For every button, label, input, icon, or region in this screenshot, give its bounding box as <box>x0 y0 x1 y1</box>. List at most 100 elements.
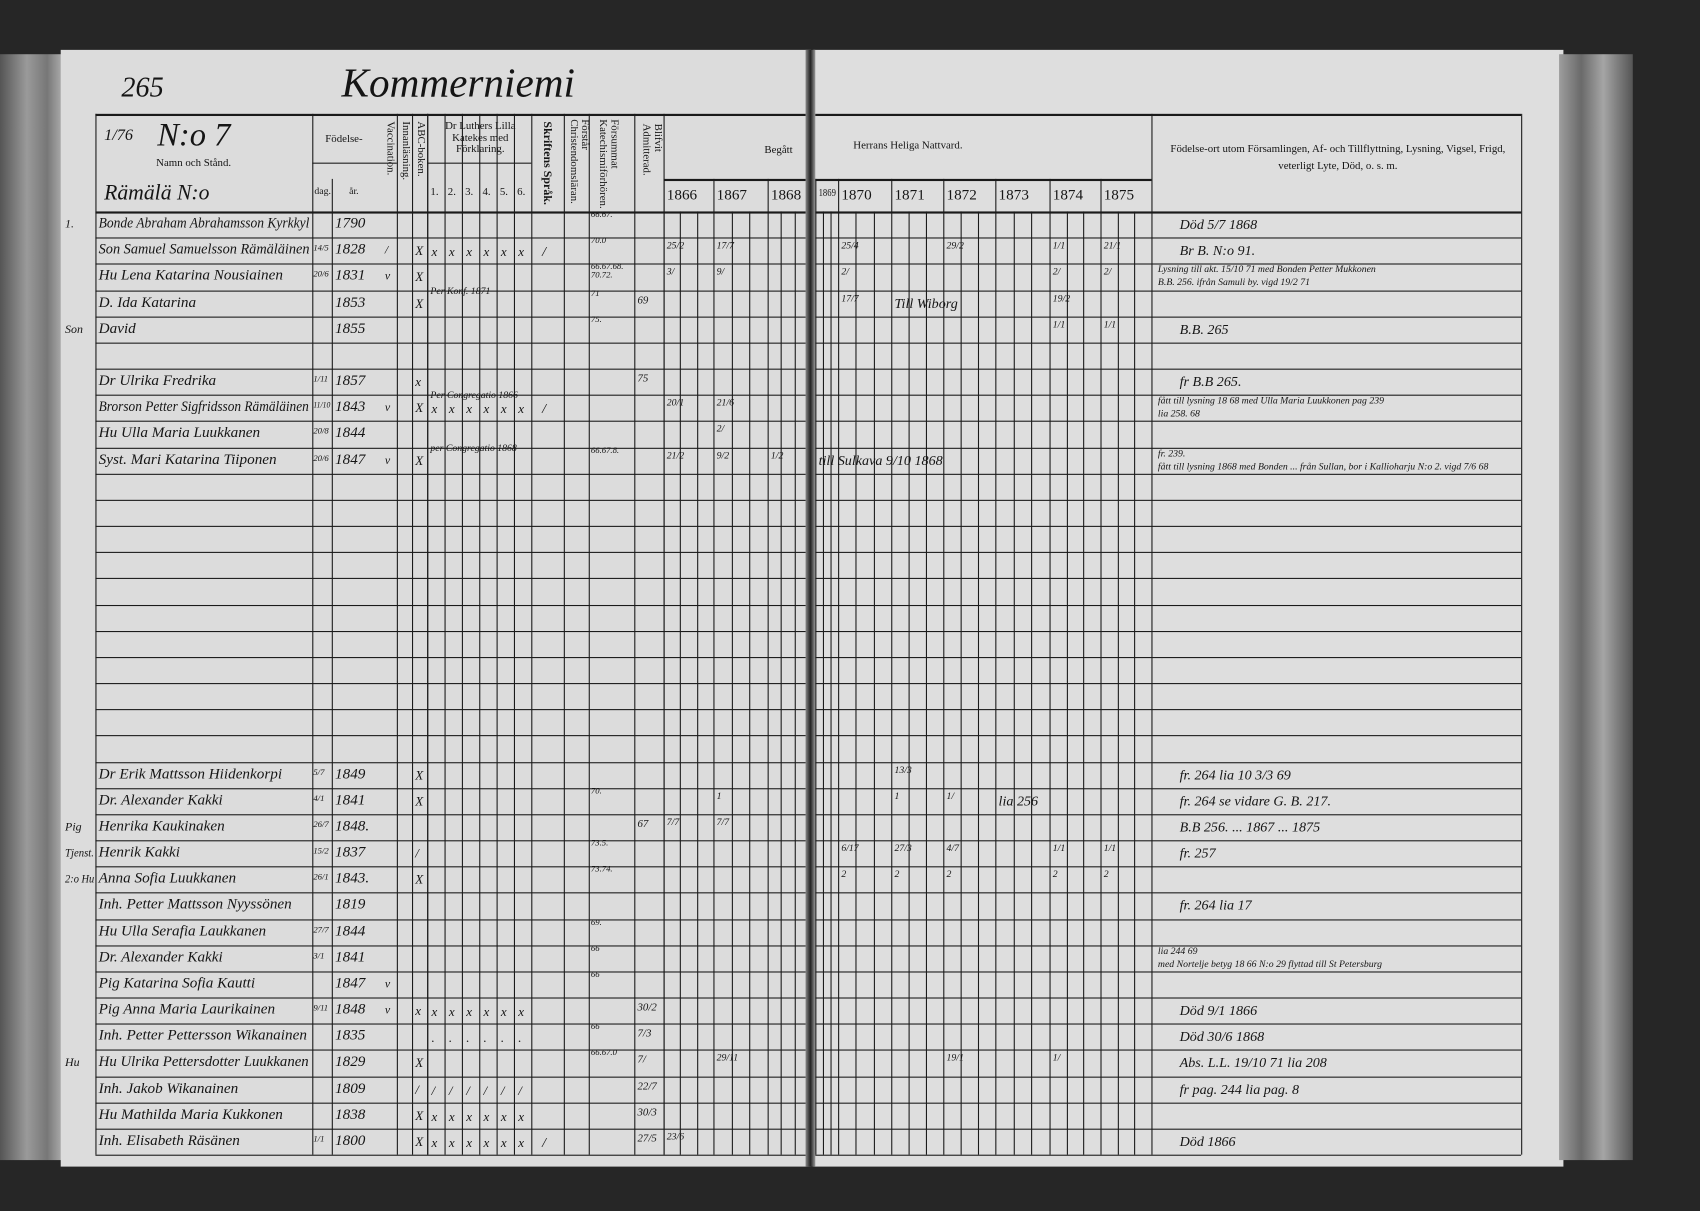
row-rule <box>95 656 806 658</box>
birth-year: 1800 <box>335 1132 366 1150</box>
catechism-mark: x <box>431 244 438 260</box>
catechism-mark: x <box>483 244 490 260</box>
page-number: 265 <box>121 71 164 103</box>
row-rule <box>815 709 1522 711</box>
birth-day: 3/1 <box>313 950 325 961</box>
communion-date: 4/7 <box>946 842 959 854</box>
reading-header: Innanläsning. <box>399 121 412 181</box>
row-rule <box>815 656 1522 658</box>
row-rule <box>815 368 1522 370</box>
notes-header: Födelse-ort utom Församlingen, Af- och T… <box>1170 143 1506 173</box>
birth-year: 1835 <box>335 1027 366 1045</box>
catechism-part-header: 6. <box>517 186 526 199</box>
remark-note: fr. 264 lia 17 <box>1179 896 1252 914</box>
year-header: år. <box>349 185 359 197</box>
row-rule <box>815 578 1522 580</box>
right-page <box>813 49 1564 1167</box>
catechism-part-header: 4. <box>482 186 491 199</box>
row-rule <box>95 814 806 816</box>
row-rule <box>95 1076 806 1078</box>
admitted-mark: 30/2 <box>637 1001 657 1014</box>
vaccination-mark: v <box>384 977 391 991</box>
person-name: Pig Anna Maria Laurikainen <box>98 1001 276 1019</box>
row-rule <box>95 761 806 763</box>
person-name: Hu Lena Katarina Nousiainen <box>98 268 283 285</box>
header-rule <box>312 162 397 164</box>
row-rule <box>95 630 806 632</box>
catechism-mark: x <box>431 401 438 417</box>
year-header-1869: 1869 <box>818 187 836 200</box>
understands-header: Förstår Christendomsläran. <box>567 119 591 204</box>
catechism-mark: . <box>500 1030 505 1046</box>
communion-date: 2/ <box>716 423 725 435</box>
birth-year: 1848. <box>335 818 370 835</box>
birth-year: 1857 <box>335 372 366 390</box>
row-rule <box>815 945 1522 947</box>
admitted-mark: 67 <box>637 818 649 831</box>
communion-date: 17/7 <box>716 239 735 251</box>
abc-mark: X <box>415 269 424 285</box>
birth-day: 15/2 <box>313 845 329 856</box>
person-name: Son Samuel Samuelsson Rämäläinen <box>98 241 310 259</box>
vaccination-mark: v <box>384 453 391 467</box>
catechism-mark: x <box>448 244 455 260</box>
birth-year: 1847 <box>335 451 366 468</box>
communion-date: 1/1 <box>1103 318 1117 330</box>
column-rule <box>513 113 516 1155</box>
year-rule <box>995 178 997 1155</box>
communion-date: 2/ <box>1103 265 1112 277</box>
communion-date: 23/6 <box>666 1130 685 1142</box>
remark-note: fr B.B 265. <box>1179 372 1242 390</box>
row-rule <box>95 997 806 999</box>
abc-mark: X <box>415 767 424 783</box>
birth-year: 1841 <box>335 792 366 809</box>
row-rule <box>815 683 1522 685</box>
person-name: Pig Katarina Sofia Kautti <box>98 975 256 992</box>
birth-year: 1847 <box>335 975 366 992</box>
sub-rule <box>830 211 832 1155</box>
admitted-mark: 7/3 <box>637 1027 652 1040</box>
header-rule <box>663 178 806 181</box>
communion-date: 2 <box>1052 868 1058 880</box>
person-name: Henrik Kakki <box>98 844 181 861</box>
catechism-mark: x <box>431 1003 438 1020</box>
confirmation-note: Per Congregatio 1866 <box>430 389 518 401</box>
row-rule <box>95 709 806 711</box>
birth-day: 11/10 <box>313 400 331 410</box>
missed-hearings: 66 <box>590 1021 600 1032</box>
communion-date: 2 <box>946 868 952 880</box>
row-rule <box>95 683 806 685</box>
header-bottom-rule <box>815 211 1522 214</box>
row-rule <box>815 1128 1522 1130</box>
catechism-mark: x <box>500 1108 507 1124</box>
abc-mark: x <box>415 1002 422 1019</box>
missed-hearings: 73.74. <box>590 864 613 875</box>
table-top-rule <box>815 113 1522 117</box>
catechism-mark: . <box>518 1030 522 1046</box>
row-rule <box>95 290 806 292</box>
communion-date: 2 <box>841 868 847 880</box>
birth-day: 5/7 <box>313 767 325 777</box>
sub-rule <box>1134 211 1136 1155</box>
row-rule <box>815 1102 1522 1104</box>
vaccination-header: Vaccination. <box>384 121 397 176</box>
communion-date: 25/4 <box>841 239 859 251</box>
row-rule <box>815 918 1522 920</box>
row-rule <box>95 971 806 973</box>
row-rule <box>95 945 806 947</box>
birth-day: 9/11 <box>313 1002 329 1013</box>
sub-rule <box>822 211 824 1155</box>
year-header-1867: 1867 <box>716 187 748 204</box>
communion-date: 13/3 <box>894 763 912 775</box>
communion-date: 7/7 <box>666 816 680 828</box>
person-name: Inh. Jakob Wikanainen <box>98 1080 239 1097</box>
row-rule <box>95 1023 806 1025</box>
table-top-rule <box>95 113 806 117</box>
row-rule <box>95 866 806 868</box>
communion-date: 27/3 <box>894 842 912 854</box>
row-rule <box>95 368 806 370</box>
person-name: Hu Mathilda Maria Kukkonen <box>98 1106 283 1123</box>
communion-date: 1/1 <box>1052 318 1066 330</box>
sub-rule <box>925 211 927 1155</box>
